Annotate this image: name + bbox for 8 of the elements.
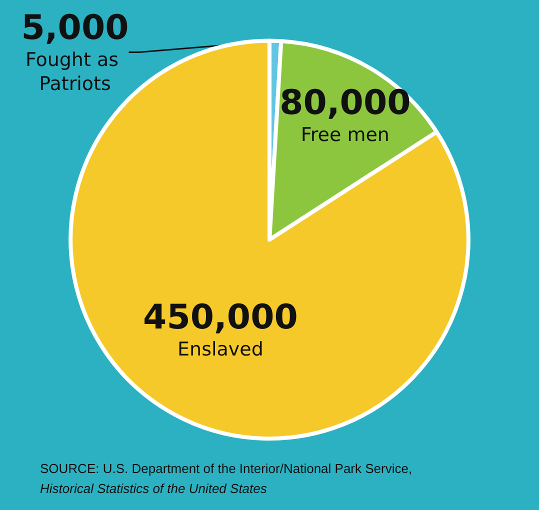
data-label: 5,000 — [21, 8, 129, 48]
source-note: SOURCE: U.S. Department of the Interior/National Park Service, — [40, 461, 412, 476]
data-label: 80,000 — [280, 83, 411, 124]
text: Historical Statistics of the United States — [40, 481, 268, 496]
slice-label: Enslaved — [178, 338, 264, 361]
slice-label: Fought as Patriots — [25, 49, 125, 95]
slice-label: Free men — [300, 124, 390, 146]
data-label: 450,000 — [143, 298, 298, 338]
